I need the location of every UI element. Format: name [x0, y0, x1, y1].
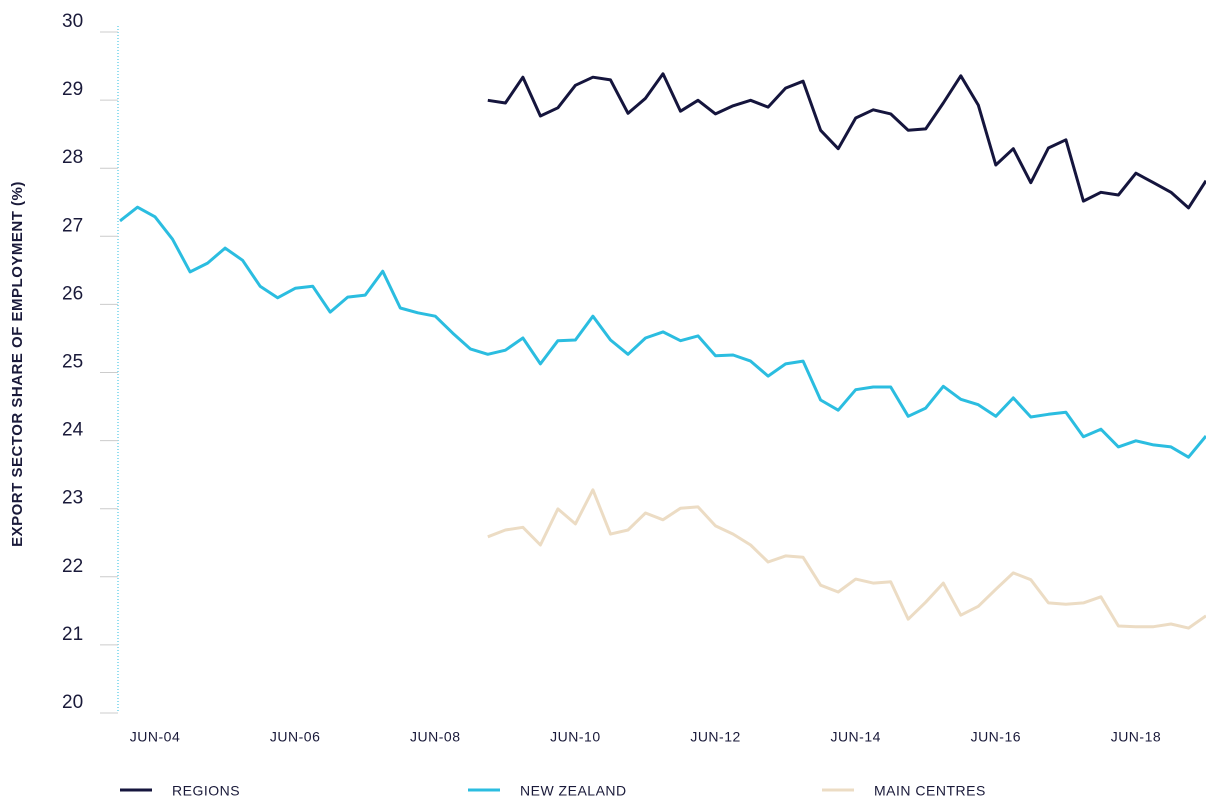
x-tick-label: JUN-10: [550, 729, 600, 745]
line-series: [487, 488, 1206, 630]
x-tick-label: JUN-06: [270, 729, 320, 745]
y-tick-label: 27: [62, 215, 83, 236]
y-axis-label: EXPORT SECTOR SHARE OF EMPLOYMENT (%): [9, 181, 26, 547]
x-tick-label: JUN-18: [1111, 729, 1161, 745]
x-tick-label: JUN-14: [830, 729, 880, 745]
x-tick-label: JUN-04: [130, 729, 180, 745]
x-tick-label: JUN-16: [971, 729, 1021, 745]
legend-label: MAIN CENTRES: [874, 783, 986, 799]
legend-label: REGIONS: [172, 783, 240, 799]
x-tick-label: JUN-12: [690, 729, 740, 745]
legend-label: NEW ZEALAND: [520, 783, 627, 799]
y-tick-label: 28: [62, 147, 83, 168]
y-tick-label: 24: [62, 420, 84, 441]
y-tick-label: 20: [62, 692, 83, 713]
y-tick-label: 22: [62, 556, 83, 577]
line-series: [487, 72, 1206, 210]
y-tick-label: 23: [62, 488, 83, 509]
y-tick-label: 29: [62, 79, 83, 100]
y-tick-label: 25: [62, 352, 83, 373]
y-tick-label: 21: [62, 624, 83, 645]
y-tick-label: 26: [62, 283, 83, 304]
line-series: [119, 205, 1206, 459]
x-tick-label: JUN-08: [410, 729, 460, 745]
y-tick-label: 30: [62, 11, 83, 32]
